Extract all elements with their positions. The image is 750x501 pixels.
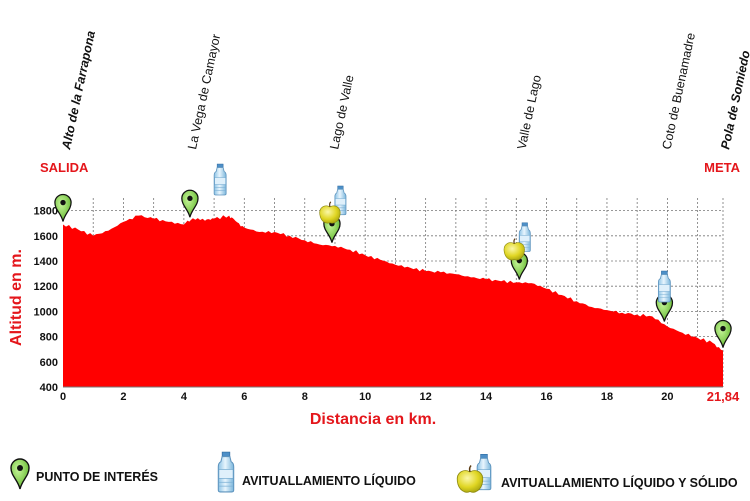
legend-label-liquid: AVITUALLAMIENTO LÍQUIDO (242, 474, 416, 488)
x-tick-label: 12 (420, 391, 432, 403)
x-end-tick-label: 21,84 (707, 389, 740, 404)
x-tick-label: 8 (302, 391, 308, 403)
x-tick-label: 6 (241, 391, 247, 403)
waypoint-label: Alto de la Farrapona (59, 29, 98, 151)
legend: PUNTO DE INTERÉS AVITUALLAMIENTO LÍQUIDO… (0, 446, 750, 496)
y-tick-label: 1200 (34, 281, 58, 293)
waypoint-label: Valle de Lago (515, 74, 544, 151)
legend-label-poi: PUNTO DE INTERÉS (36, 470, 159, 484)
water-bottle-icon (213, 163, 227, 196)
waypoint-labels: Alto de la Farrapona La Vega de Camayor La… (59, 29, 750, 151)
y-tick-label: 800 (40, 332, 58, 344)
water-bottle-icon (217, 451, 235, 493)
legend-label-solid: AVITUALLAMIENTO LÍQUIDO Y SÓLIDO (501, 476, 738, 490)
x-tick-label: 16 (540, 391, 552, 403)
x-tick-label: 10 (359, 391, 371, 403)
y-axis-title: Altitud en m. (8, 249, 25, 346)
x-tick-label: 20 (661, 391, 673, 403)
y-tick-label: 1800 (34, 206, 58, 218)
y-tick-label: 1000 (34, 306, 58, 318)
apple-and-bottle-icon (456, 453, 492, 494)
waypoint-label: Coto de Buenamadre (660, 31, 698, 150)
x-axis-title: Distancia en km. (310, 411, 436, 428)
x-tick-label: 4 (181, 391, 188, 403)
y-tick-labels: 400 600 800 1000 1200 1400 1600 1800 (34, 206, 58, 394)
waypoint-label: La Vega de Camayor (185, 33, 223, 151)
elevation-area (63, 215, 723, 387)
x-tick-label: 14 (480, 391, 493, 403)
x-tick-label: 18 (601, 391, 613, 403)
waypoint-label: Pola de Somiedo (718, 49, 750, 151)
legend-item-solid: AVITUALLAMIENTO LÍQUIDO Y SÓLIDO (455, 452, 738, 496)
finish-label: META (704, 160, 740, 175)
map-pin-icon (714, 319, 732, 349)
start-label: SALIDA (40, 160, 89, 175)
y-tick-label: 1400 (34, 256, 58, 268)
x-tick-label: 2 (120, 391, 126, 403)
map-pin-icon (181, 189, 199, 218)
x-tick-labels: 0 2 4 6 8 10 12 14 16 18 20 (60, 391, 674, 403)
elevation-profile-chart: 400 600 800 1000 1200 1400 1600 1800 0 2 4 6 8 10 12 1… (8, 29, 750, 428)
water-bottle-icon (657, 270, 671, 303)
legend-item-liquid: AVITUALLAMIENTO LÍQUIDO (216, 450, 416, 494)
waypoint-label: Lago de Valle (327, 74, 356, 151)
map-pin-icon (10, 458, 30, 490)
x-tick-label: 0 (60, 391, 66, 403)
y-tick-label: 1600 (34, 231, 58, 243)
legend-item-poi: PUNTO DE INTERÉS (10, 458, 158, 490)
y-tick-label: 600 (40, 357, 58, 369)
y-tick-label: 400 (40, 382, 58, 394)
